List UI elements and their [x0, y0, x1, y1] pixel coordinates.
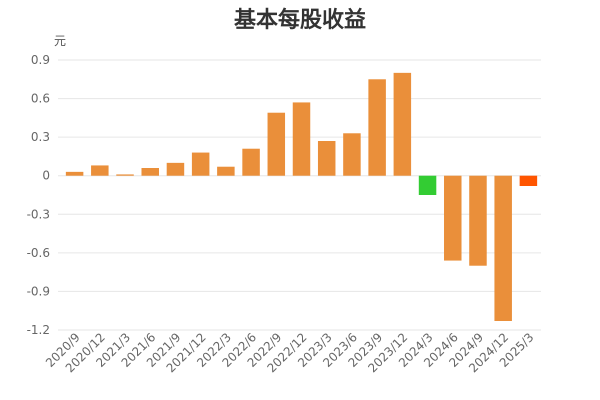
y-axis-unit: 元 [54, 34, 66, 48]
bar [368, 79, 386, 176]
x-axis-ticks: 2020/92020/122021/32021/62021/92021/1220… [43, 330, 537, 375]
gridlines [58, 59, 541, 331]
bar [444, 175, 462, 261]
bar [65, 171, 84, 176]
bar [141, 168, 159, 176]
y-tick-label: 0 [42, 169, 50, 183]
bar [242, 148, 260, 176]
bars [65, 72, 538, 321]
bar [91, 165, 109, 176]
bar [292, 102, 311, 176]
bar [469, 175, 487, 266]
bar [519, 175, 538, 186]
bar [191, 152, 210, 176]
y-tick-label: 0.9 [31, 53, 50, 67]
y-tick-label: -1.2 [27, 323, 50, 337]
bar [317, 141, 336, 176]
bar [494, 175, 512, 321]
y-tick-label: -0.6 [27, 246, 50, 260]
bar [343, 133, 361, 176]
y-tick-label: 0.6 [31, 92, 50, 106]
bar [418, 175, 437, 195]
y-tick-label: 0.3 [31, 130, 50, 144]
bar [393, 72, 412, 176]
y-tick-label: -0.9 [27, 284, 50, 298]
chart-title: 基本每股收益 [234, 7, 366, 33]
bar [166, 162, 185, 176]
bar [267, 112, 286, 176]
y-axis-ticks: 0.9 0.6 0.3 0 -0.3 -0.6 -0.9 -1.2 [27, 53, 50, 337]
bar [116, 174, 134, 176]
y-tick-label: -0.3 [27, 207, 50, 221]
bar [217, 166, 235, 176]
